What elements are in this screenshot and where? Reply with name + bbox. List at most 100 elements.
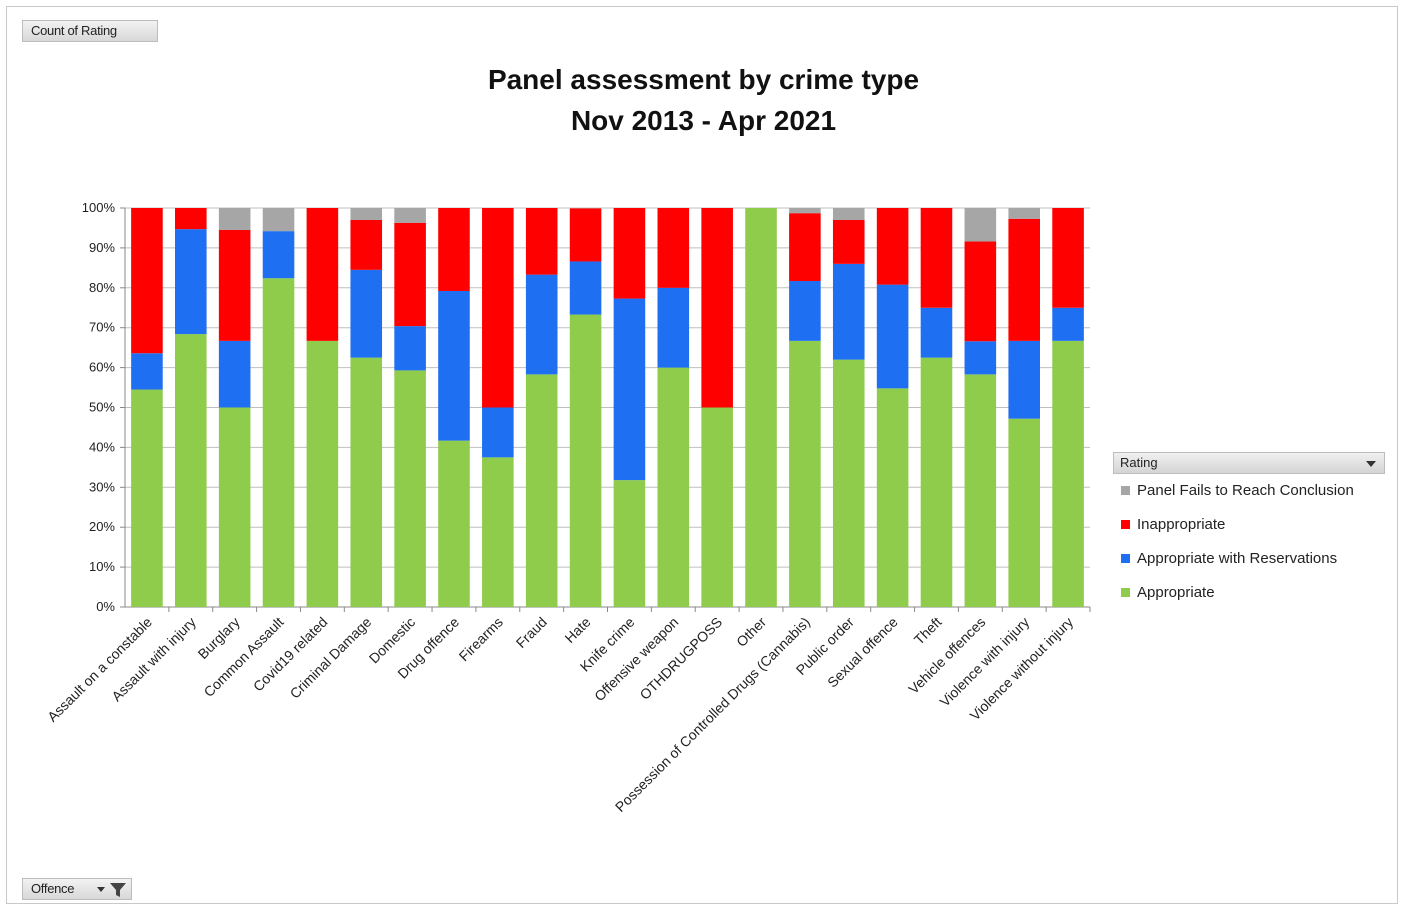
legend-swatch: [1121, 553, 1130, 563]
bar-segment: [218, 208, 251, 230]
bar-segment: [218, 340, 251, 408]
bar-segment: [262, 278, 295, 607]
bar-segment: [175, 229, 207, 335]
bar-segment: [262, 231, 295, 279]
bar-segment: [1052, 340, 1084, 607]
bar-segment: [438, 440, 470, 607]
legend-swatch: [1121, 485, 1130, 495]
bar-segment: [1008, 218, 1040, 341]
y-tick-label: 60%: [89, 360, 115, 375]
bar-segment: [394, 326, 426, 371]
bar-segment: [482, 407, 514, 458]
bar-segment: [789, 340, 821, 607]
bar-segment: [920, 208, 953, 308]
bar-segment: [701, 208, 733, 408]
y-tick-label: 20%: [89, 519, 115, 534]
bar-segment: [876, 284, 909, 389]
bar-segment: [657, 287, 690, 368]
bar-segment: [832, 359, 865, 607]
legend-title: Rating: [1120, 455, 1158, 470]
filter-icon[interactable]: [109, 881, 127, 899]
bar-segment: [306, 340, 339, 607]
legend: Rating Panel Fails to Reach Conclusion In…: [1113, 452, 1385, 610]
bar-segment: [964, 208, 997, 242]
y-tick-label: 80%: [89, 280, 115, 295]
chevron-down-icon[interactable]: [1366, 461, 1376, 467]
y-tick-label: 10%: [89, 559, 115, 574]
x-tick-label: Assault with injury: [108, 614, 199, 705]
values-field-button[interactable]: Count of Rating: [22, 20, 158, 42]
bar-segment: [175, 208, 207, 230]
bar-segment: [394, 370, 426, 607]
bar-segment: [1052, 307, 1084, 341]
chevron-down-icon[interactable]: [97, 887, 105, 892]
legend-swatch: [1121, 587, 1130, 597]
bar-segment: [350, 208, 383, 220]
legend-item: Panel Fails to Reach Conclusion: [1113, 474, 1385, 508]
axis-field-button[interactable]: Offence: [22, 878, 132, 900]
legend-label: Panel Fails to Reach Conclusion: [1137, 482, 1354, 499]
bar-segment: [745, 208, 777, 607]
bar-segment: [350, 219, 383, 270]
bar-segment: [789, 281, 821, 341]
bar-segment: [920, 357, 953, 607]
bar-segment: [1008, 208, 1040, 219]
bar-segment: [876, 208, 909, 285]
bar-segment: [131, 353, 163, 390]
chart-subtitle: Nov 2013 - Apr 2021: [570, 105, 837, 136]
bar-segment: [964, 374, 997, 607]
x-tick-label: Hate: [561, 614, 593, 646]
x-tick-label: Criminal Damage: [287, 614, 375, 702]
bar-segment: [657, 208, 690, 288]
y-tick-label: 0%: [96, 599, 115, 614]
bar-segment: [569, 261, 602, 315]
bar-segment: [832, 208, 865, 220]
bar-segment: [218, 407, 251, 607]
x-tick-label: Firearms: [456, 614, 506, 664]
bar-segment: [262, 208, 295, 232]
bar-segment: [482, 208, 514, 408]
bar-segment: [525, 274, 558, 375]
legend-label: Appropriate with Reservations: [1137, 550, 1338, 567]
bar-segment: [394, 208, 426, 223]
x-tick-label: Fraud: [513, 614, 550, 651]
bar-segment: [175, 334, 207, 607]
bar-segment: [876, 388, 909, 607]
y-tick-label: 30%: [89, 479, 115, 494]
legend-item: Appropriate: [1113, 576, 1385, 610]
bar-segment: [789, 213, 821, 282]
bar-segment: [482, 457, 514, 607]
bar-segment: [131, 389, 163, 607]
legend-item: Appropriate with Reservations: [1113, 542, 1385, 576]
x-tick-label: Vehicle offences: [905, 614, 988, 697]
bar-segment: [613, 480, 646, 607]
bar-segment: [1008, 340, 1040, 419]
bar-segment: [306, 208, 339, 341]
bar-segment: [438, 290, 470, 441]
bar-segment: [657, 367, 690, 607]
bar-segment: [920, 307, 953, 358]
bar-segment: [964, 241, 997, 342]
bar-segment: [525, 374, 558, 607]
bar-segment: [701, 407, 733, 607]
bar-segment: [218, 229, 251, 341]
bar-segment: [569, 314, 602, 607]
axis-field-label: Offence: [31, 881, 75, 896]
legend-swatch: [1121, 519, 1130, 529]
bar-segment: [613, 298, 646, 481]
x-tick-label: OTHDRUGPOSS: [636, 614, 725, 703]
bar-segment: [832, 219, 865, 264]
bar-segment: [1052, 208, 1084, 308]
x-tick-label: Common Assault: [200, 614, 286, 700]
y-tick-label: 70%: [89, 320, 115, 335]
legend-label: Inappropriate: [1137, 516, 1226, 533]
y-tick-label: 50%: [89, 400, 115, 415]
x-tick-label: Theft: [911, 614, 945, 648]
bar-segment: [1008, 418, 1040, 607]
x-tick-label: Other: [733, 614, 769, 650]
bar-segment: [525, 208, 558, 275]
legend-field-button[interactable]: Rating: [1113, 452, 1385, 474]
chart-title: Panel assessment by crime type: [487, 64, 920, 95]
legend-item: Inappropriate: [1113, 508, 1385, 542]
